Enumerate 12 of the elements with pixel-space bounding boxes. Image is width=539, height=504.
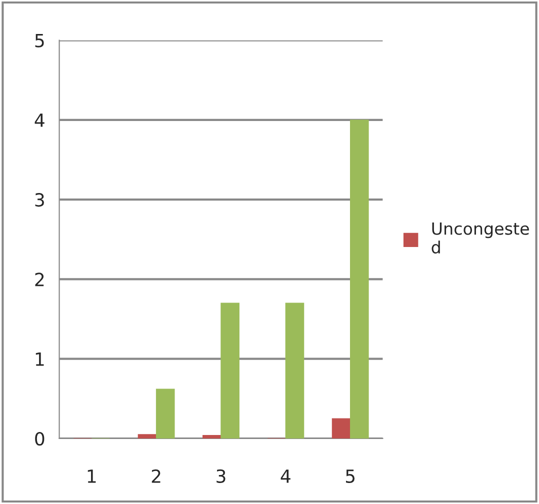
legend-label: Uncongeste d [432, 222, 529, 254]
x-tick-label: 2 [152, 469, 160, 483]
x-tick-label: 1 [88, 470, 96, 483]
y-tick-label: 2 [35, 272, 44, 286]
x-tick-label: 5 [346, 470, 355, 484]
x-tick-label: 4 [280, 470, 290, 483]
y-tick-label: 1 [36, 352, 44, 366]
y-tick-label: 3 [35, 193, 44, 207]
x-tick-label: 3 [216, 469, 226, 484]
y-tick-label: 4 [34, 114, 44, 127]
y-tick-label: 5 [35, 34, 44, 48]
y-tick-label: 0 [35, 432, 44, 446]
